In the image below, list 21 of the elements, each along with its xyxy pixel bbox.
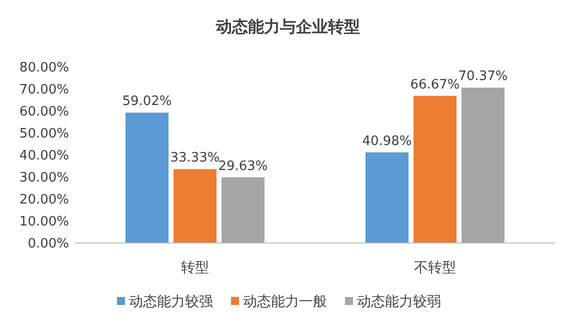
- legend-label: 动态能力较弱: [357, 294, 441, 310]
- data-label: 33.33%: [170, 150, 220, 166]
- y-tick-label: 30.00%: [19, 170, 69, 186]
- y-tick-label: 10.00%: [19, 214, 69, 230]
- y-tick-label: 20.00%: [19, 192, 69, 208]
- data-label: 66.67%: [410, 77, 460, 92]
- y-tick-label: 80.00%: [19, 60, 69, 76]
- y-tick-label: 0.00%: [28, 236, 69, 252]
- y-tick-label: 60.00%: [19, 104, 69, 120]
- y-tick-label: 40.00%: [19, 148, 69, 164]
- data-label: 40.98%: [362, 134, 412, 149]
- y-tick-label: 50.00%: [19, 126, 69, 142]
- data-label: 29.63%: [218, 158, 268, 174]
- data-label: 70.37%: [458, 69, 508, 84]
- data-label: 59.02%: [122, 94, 172, 110]
- legend-label: 动态能力较强: [129, 294, 213, 310]
- x-tick-label: 转型: [181, 260, 209, 276]
- chart-title: 动态能力与企业转型: [215, 17, 360, 36]
- x-tick-label: 不转型: [414, 260, 456, 276]
- y-tick-label: 70.00%: [19, 82, 69, 98]
- legend-label: 动态能力一般: [243, 294, 327, 310]
